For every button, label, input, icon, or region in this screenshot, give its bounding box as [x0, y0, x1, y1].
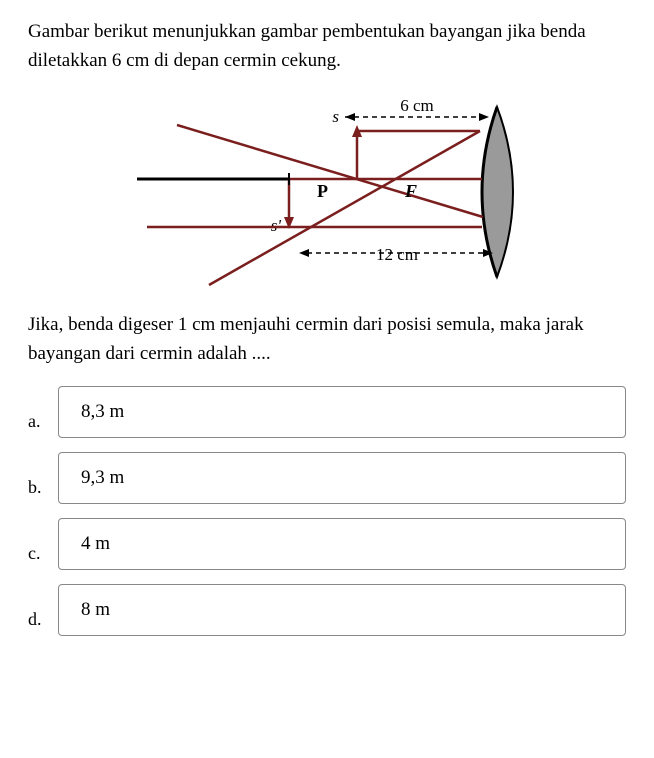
option-c: c. 4 m — [28, 518, 626, 570]
question-follow: Jika, benda digeser 1 cm menjauhi cermin… — [28, 311, 626, 368]
options-list: a. 8,3 m b. 9,3 m c. 4 m d. 8 m — [28, 386, 626, 636]
question-intro: Gambar berikut menunjukkan gambar pemben… — [28, 18, 626, 75]
label-s: s — [332, 107, 339, 126]
option-box-c[interactable]: 4 m — [58, 518, 626, 570]
option-b: b. 9,3 m — [28, 452, 626, 504]
option-a: a. 8,3 m — [28, 386, 626, 438]
label-sprime: s' — [271, 216, 282, 235]
label-p: P — [317, 181, 328, 201]
label-f: F — [404, 181, 417, 201]
option-d: d. 8 m — [28, 584, 626, 636]
option-letter: d. — [28, 609, 48, 636]
option-letter: a. — [28, 411, 48, 438]
optics-diagram: s 6 cm 12 cm s' P F — [117, 87, 537, 297]
option-letter: c. — [28, 543, 48, 570]
option-letter: b. — [28, 477, 48, 504]
option-box-b[interactable]: 9,3 m — [58, 452, 626, 504]
option-box-a[interactable]: 8,3 m — [58, 386, 626, 438]
diagram-container: s 6 cm 12 cm s' P F — [28, 87, 626, 297]
label-12cm: 12 cm — [376, 245, 418, 264]
option-box-d[interactable]: 8 m — [58, 584, 626, 636]
label-6cm: 6 cm — [400, 96, 434, 115]
